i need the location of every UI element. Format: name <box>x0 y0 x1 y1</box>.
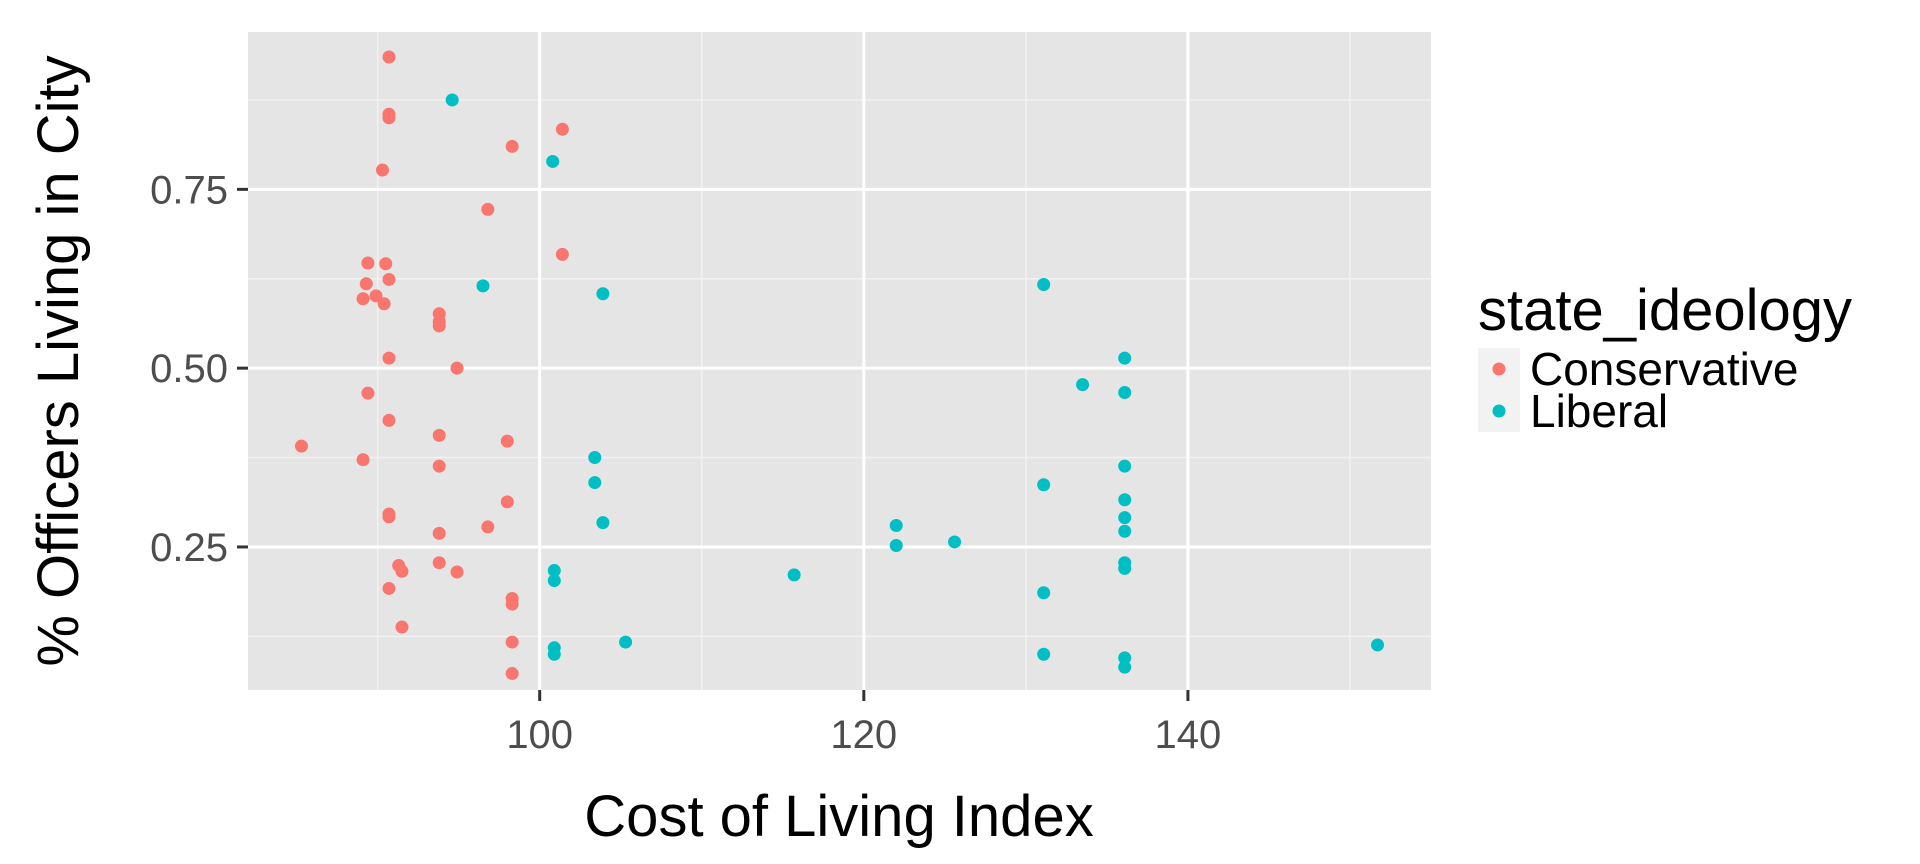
y-tick-label: 0.50 <box>150 347 228 391</box>
point-conservative <box>505 139 519 153</box>
point-conservative <box>361 256 375 270</box>
point-liberal <box>547 564 561 578</box>
panel-background <box>248 32 1431 690</box>
point-conservative <box>356 453 370 467</box>
point-liberal <box>948 535 962 549</box>
point-conservative <box>505 635 519 649</box>
point-conservative <box>382 581 396 595</box>
point-conservative <box>294 439 308 453</box>
point-liberal <box>588 451 602 465</box>
legend-label-liberal: Liberal <box>1530 385 1668 437</box>
point-liberal <box>547 574 561 588</box>
point-liberal <box>546 154 560 168</box>
legend-key-liberal <box>1492 404 1506 418</box>
point-liberal <box>1037 586 1051 600</box>
point-liberal <box>1118 493 1132 507</box>
y-axis: 0.25 0.50 0.75 <box>150 168 248 570</box>
point-liberal <box>889 539 903 553</box>
legend-label-conservative: Conservative <box>1530 343 1798 395</box>
y-tick-label: 0.75 <box>150 168 228 212</box>
point-liberal <box>1118 651 1132 665</box>
point-liberal <box>787 568 801 582</box>
major-grid <box>248 32 1431 690</box>
point-conservative <box>432 526 446 540</box>
y-axis-title: % Officers Living in City <box>26 55 91 666</box>
point-liberal <box>1118 660 1132 674</box>
point-conservative <box>432 556 446 570</box>
point-conservative <box>555 122 569 136</box>
x-tick-label: 120 <box>830 713 897 757</box>
point-conservative <box>359 277 373 291</box>
point-conservative <box>555 247 569 261</box>
point-liberal <box>1037 647 1051 661</box>
point-conservative <box>369 289 383 303</box>
point-liberal <box>547 647 561 661</box>
x-tick-label: 100 <box>506 713 573 757</box>
legend-key-conservative <box>1492 362 1506 376</box>
y-tick-label: 0.25 <box>150 526 228 570</box>
legend-title: state_ideology <box>1478 278 1852 343</box>
point-liberal <box>619 635 633 649</box>
point-conservative <box>500 434 514 448</box>
point-liberal <box>1076 378 1090 392</box>
point-conservative <box>382 413 396 427</box>
point-conservative <box>450 565 464 579</box>
point-liberal <box>445 93 459 107</box>
point-conservative <box>379 257 393 271</box>
point-liberal <box>1118 351 1132 365</box>
point-conservative <box>432 428 446 442</box>
point-conservative <box>382 272 396 286</box>
x-axis-title: Cost of Living Index <box>584 784 1093 849</box>
point-conservative <box>481 520 495 534</box>
point-conservative <box>395 620 409 634</box>
point-liberal <box>1371 638 1385 652</box>
point-conservative <box>376 163 390 177</box>
point-liberal <box>1118 511 1132 525</box>
point-conservative <box>395 564 409 578</box>
point-liberal <box>588 476 602 490</box>
point-conservative <box>361 386 375 400</box>
point-conservative <box>377 297 391 311</box>
data-points <box>294 50 1385 681</box>
point-liberal <box>889 519 903 532</box>
point-conservative <box>432 459 446 473</box>
point-conservative <box>505 667 519 681</box>
point-conservative <box>450 361 464 375</box>
point-conservative <box>481 202 495 216</box>
point-conservative <box>382 111 396 125</box>
point-liberal <box>1118 459 1132 473</box>
x-axis: 100 120 140 <box>506 690 1221 757</box>
point-liberal <box>476 279 490 293</box>
point-liberal <box>596 287 610 301</box>
minor-grid <box>248 32 1431 690</box>
point-conservative <box>432 319 446 333</box>
point-liberal <box>1037 478 1051 492</box>
point-liberal <box>1118 524 1132 538</box>
point-liberal <box>1118 385 1132 399</box>
point-liberal <box>1118 561 1132 575</box>
point-liberal <box>1037 277 1051 291</box>
point-conservative <box>382 50 396 64</box>
point-conservative <box>505 597 519 611</box>
point-conservative <box>356 292 370 306</box>
point-conservative <box>382 351 396 365</box>
point-conservative <box>500 495 514 509</box>
x-tick-label: 140 <box>1155 713 1222 757</box>
point-liberal <box>596 516 610 530</box>
point-conservative <box>382 510 396 524</box>
